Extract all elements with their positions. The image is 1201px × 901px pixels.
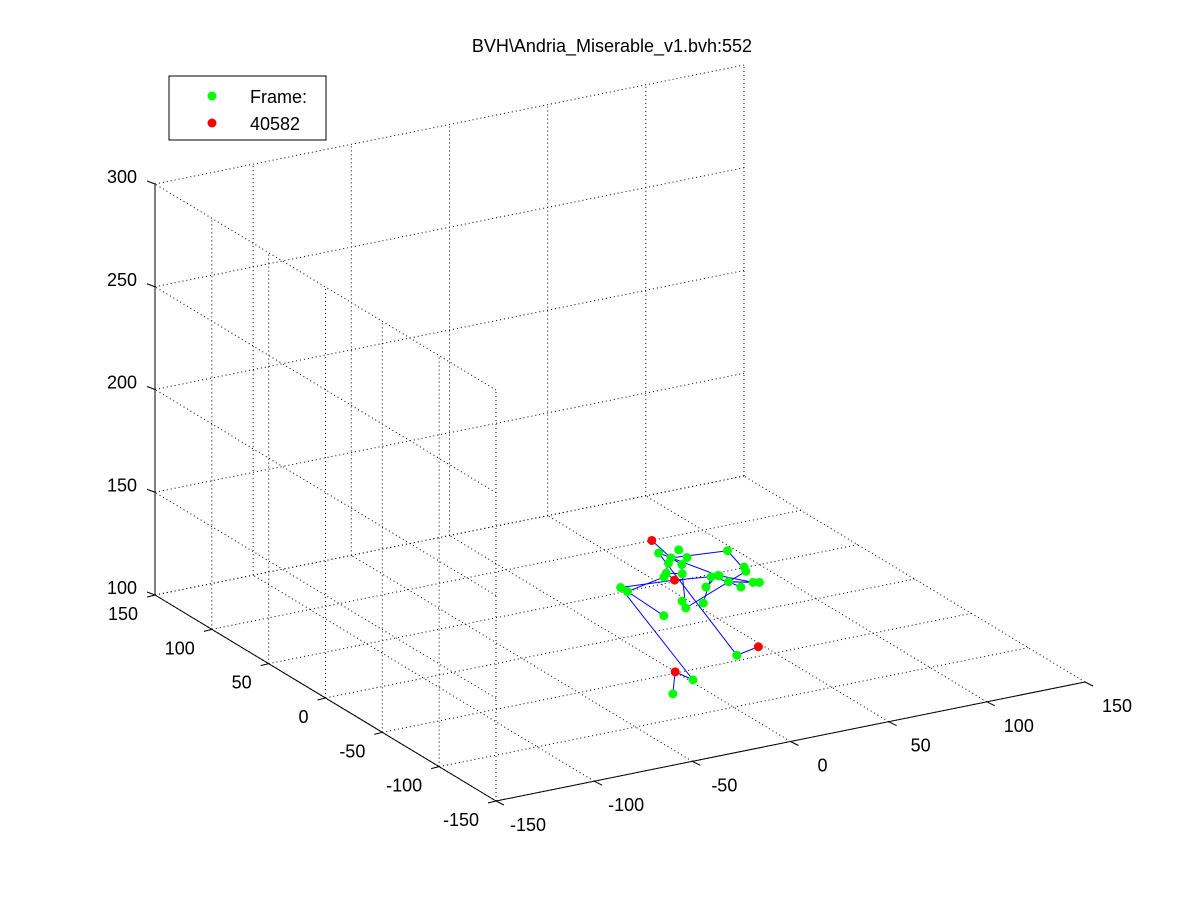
z-tick-label: 200: [107, 373, 137, 393]
end-effector-point: [670, 575, 680, 585]
x-tick-mark: [593, 780, 603, 786]
z-tick-mark: [146, 180, 156, 185]
x-tick-label: 100: [1004, 716, 1034, 736]
joint-point: [736, 582, 746, 592]
joint-point: [714, 571, 724, 581]
joint-point: [748, 577, 758, 587]
joint-point: [698, 598, 708, 608]
y-tick-label: 50: [232, 673, 252, 693]
grid-line-z-back: [154, 372, 745, 493]
grid-line-z-back: [154, 64, 745, 185]
joint-point: [723, 546, 733, 556]
joint-point: [681, 603, 691, 613]
grid-line-z-back: [154, 270, 745, 390]
grid-line-y-floor: [325, 578, 915, 699]
z-tick-label: 100: [107, 578, 137, 598]
y-tick-mark: [487, 800, 497, 804]
z-tick-label: 150: [107, 475, 137, 495]
grid-line-z-back: [154, 167, 745, 288]
grid-line-z-side: [154, 389, 497, 596]
grid: [154, 64, 1086, 802]
y-tick-mark: [374, 731, 383, 735]
y-tick-mark: [260, 663, 269, 667]
y-tick-label: -100: [386, 776, 422, 796]
x-tick-label: 0: [817, 756, 827, 776]
grid-line-y-floor: [268, 544, 858, 665]
joint-point: [661, 568, 671, 578]
y-tick-label: -150: [443, 810, 479, 830]
joint-point: [654, 548, 664, 558]
joint-point: [732, 650, 742, 660]
x-tick-mark: [986, 701, 996, 707]
y-tick-label: 100: [165, 638, 195, 658]
x-tick-label: -150: [510, 815, 546, 835]
skeleton-bones: [620, 540, 760, 694]
legend-box: [168, 75, 327, 141]
legend-marker-frame: [207, 91, 217, 101]
grid-line-y-floor: [211, 509, 801, 630]
bone-line: [627, 576, 665, 592]
legend: Frame: 40582: [168, 75, 327, 141]
joint-point: [677, 560, 687, 570]
bone-line: [718, 574, 754, 583]
joint-point: [724, 577, 733, 587]
bone-line: [627, 591, 665, 617]
bone-line: [670, 550, 728, 559]
y-tick-mark: [203, 628, 212, 632]
joint-point: [688, 675, 698, 685]
legend-label-frame: Frame:: [250, 87, 307, 107]
joint-point: [659, 611, 669, 621]
joint-point: [622, 587, 632, 597]
z-tick-label: 300: [107, 167, 137, 187]
joint-point: [739, 562, 749, 572]
y-tick-label: -50: [339, 741, 365, 761]
chart-title: BVH\Andria_Miserable_v1.bvh:552: [472, 36, 752, 57]
joint-point: [701, 582, 711, 592]
z-tick-mark: [146, 283, 156, 288]
x-tick-label: 50: [911, 736, 931, 756]
x-tick-mark: [495, 800, 505, 806]
bone-line: [620, 587, 694, 681]
z-tick-mark: [146, 386, 156, 390]
grid-line-z-side: [154, 491, 497, 699]
z-tick-mark: [146, 488, 156, 493]
grid-line-y-floor: [439, 647, 1029, 768]
x-tick-mark: [790, 741, 799, 746]
joint-point: [682, 553, 692, 563]
x-tick-label: -50: [711, 775, 737, 795]
end-effector-point: [753, 642, 763, 652]
grid-line-z-back: [154, 475, 745, 596]
joint-point: [666, 553, 676, 563]
x-tick-mark: [888, 721, 897, 727]
end-effector-point: [670, 667, 680, 677]
y-tick-mark: [146, 594, 156, 598]
x-tick-mark: [692, 760, 701, 766]
y-tick-label: 0: [298, 707, 308, 727]
joint-point: [616, 583, 626, 593]
joint-point: [674, 545, 684, 555]
z-tick-label: 250: [107, 270, 137, 290]
x-tick-label: -100: [608, 795, 644, 815]
y-tick-label: 150: [108, 604, 138, 624]
end-effector-point: [647, 535, 657, 545]
joint-point: [706, 572, 716, 582]
axes: -150 -100 -50 0 50 100 150 -150 -100 -50 0 50 100 150…: [107, 167, 1132, 835]
joint-point: [754, 577, 764, 587]
y-tick-mark: [317, 697, 326, 701]
x-tick-mark: [1084, 681, 1094, 687]
z-tick-mark: [146, 591, 156, 596]
bone-line: [685, 581, 729, 609]
joint-point: [677, 596, 687, 606]
x-tick-label: 150: [1102, 696, 1132, 716]
joint-point: [677, 569, 687, 579]
bone-line: [658, 552, 738, 656]
joint-point: [668, 689, 678, 699]
legend-marker-40582: [207, 118, 217, 128]
legend-label-40582: 40582: [250, 114, 300, 134]
skeleton-joints: [616, 535, 764, 699]
y-tick-mark: [431, 766, 440, 770]
grid-line-z-side: [154, 183, 497, 391]
